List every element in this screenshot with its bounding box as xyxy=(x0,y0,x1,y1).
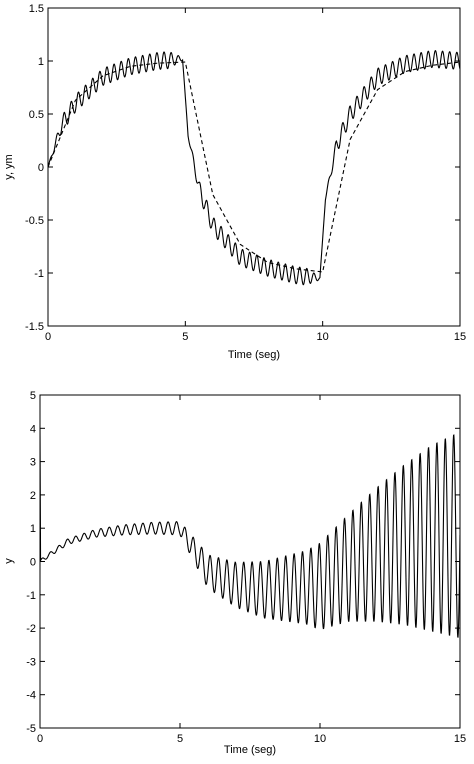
x-tick-label: 15 xyxy=(454,331,466,343)
y-tick-label: 4 xyxy=(30,423,36,435)
bottom-chart-xlabel: Time (seg) xyxy=(224,744,276,756)
y-tick-label: -4 xyxy=(26,690,36,702)
y-tick-label: -1.5 xyxy=(25,321,44,333)
y-tick-label: 5 xyxy=(30,390,36,402)
response-series-line xyxy=(48,50,460,286)
top-chart-ylabel: y, ym xyxy=(3,154,15,179)
x-tick-label: 5 xyxy=(177,733,183,745)
y-tick-label: 1 xyxy=(30,523,36,535)
y-tick-label: 1 xyxy=(38,56,44,68)
bottom-chart-panel: 0 5 10 15 -5 -4 -3 -2 -1 0 1 2 3 4 5 Time (seg) y xyxy=(3,390,466,756)
bottom-chart-ticks: 0 5 10 15 -5 -4 -3 -2 -1 0 1 2 3 4 5 xyxy=(26,390,466,745)
x-tick-label: 10 xyxy=(314,733,326,745)
x-tick-label: 10 xyxy=(317,331,329,343)
y-tick-label: 0.5 xyxy=(29,109,44,121)
x-tick-label: 5 xyxy=(182,331,188,343)
y-tick-label: -0.5 xyxy=(25,215,44,227)
top-chart-ticks: 0 5 10 15 -1.5 -1 -0.5 0 0.5 1 1.5 xyxy=(25,3,466,343)
y-tick-label: -2 xyxy=(26,623,36,635)
y-tick-label: 0 xyxy=(38,162,44,174)
y-tick-label: -1 xyxy=(26,590,36,602)
bottom-chart-ylabel: y xyxy=(3,558,15,564)
top-chart-panel: 0 5 10 15 -1.5 -1 -0.5 0 0.5 1 1.5 Time (seg) y, y… xyxy=(3,3,466,361)
y-tick-label: -5 xyxy=(26,723,36,735)
y-tick-label: 2 xyxy=(30,490,36,502)
y-tick-label: 0 xyxy=(30,557,36,569)
x-tick-label: 0 xyxy=(45,331,51,343)
y-tick-label: -3 xyxy=(26,656,36,668)
top-chart-xlabel: Time (seg) xyxy=(228,349,280,361)
reference-series-line xyxy=(48,61,460,273)
x-tick-label: 0 xyxy=(37,733,43,745)
response-series-line xyxy=(40,428,460,638)
y-tick-label: 1.5 xyxy=(29,3,44,15)
x-tick-label: 15 xyxy=(454,733,466,745)
bottom-chart-series xyxy=(40,428,460,638)
top-chart-plot-frame xyxy=(47,7,461,327)
y-tick-label: 3 xyxy=(30,457,36,469)
y-tick-label: -1 xyxy=(34,268,44,280)
top-chart-series xyxy=(48,50,460,286)
